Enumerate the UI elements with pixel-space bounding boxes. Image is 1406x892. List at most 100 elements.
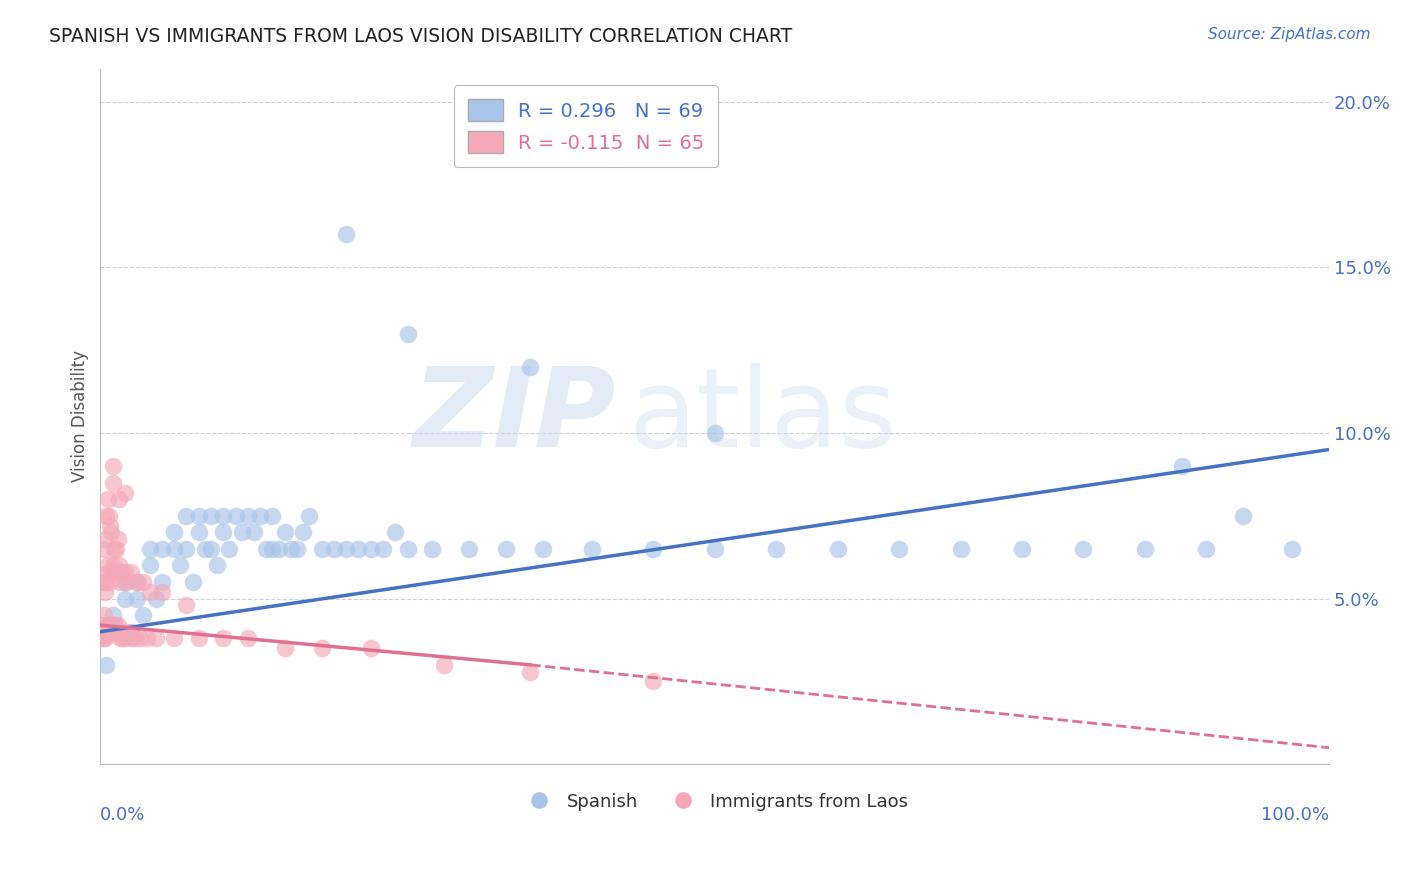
Point <box>225 508 247 523</box>
Text: SPANISH VS IMMIGRANTS FROM LAOS VISION DISABILITY CORRELATION CHART: SPANISH VS IMMIGRANTS FROM LAOS VISION D… <box>49 27 793 45</box>
Point <box>236 632 259 646</box>
Point <box>163 525 186 540</box>
Point <box>212 632 235 646</box>
Point <box>120 632 142 646</box>
Point <box>97 618 120 632</box>
Point <box>114 591 136 606</box>
Point <box>703 541 725 556</box>
Point <box>298 508 321 523</box>
Point <box>396 326 419 341</box>
Point <box>101 618 124 632</box>
Legend: Spanish, Immigrants from Laos: Spanish, Immigrants from Laos <box>515 786 915 818</box>
Point <box>108 632 131 646</box>
Point <box>101 608 124 623</box>
Point <box>519 665 541 679</box>
Point <box>273 525 295 540</box>
Point <box>98 575 121 590</box>
Point <box>218 541 240 556</box>
Point <box>120 624 142 639</box>
Point <box>114 565 136 579</box>
Point <box>97 565 120 579</box>
Point <box>262 508 284 523</box>
Point <box>96 575 118 590</box>
Point <box>433 657 456 672</box>
Point <box>108 575 131 590</box>
Point <box>117 575 139 590</box>
Point <box>124 632 146 646</box>
Point <box>176 508 198 523</box>
Point <box>360 641 382 656</box>
Point <box>132 608 155 623</box>
Point <box>91 618 114 632</box>
Point <box>93 541 115 556</box>
Point <box>93 632 115 646</box>
Point <box>187 525 209 540</box>
Point <box>97 492 120 507</box>
Point <box>396 541 419 556</box>
Point <box>1281 541 1303 556</box>
Point <box>1195 541 1218 556</box>
Point <box>371 541 394 556</box>
Point <box>105 624 128 639</box>
Point <box>107 492 129 507</box>
Point <box>150 585 173 599</box>
Point <box>94 632 117 646</box>
Point <box>643 674 665 689</box>
Point <box>458 541 481 556</box>
Point <box>1073 541 1095 556</box>
Point <box>212 508 235 523</box>
Point <box>322 541 344 556</box>
Point <box>138 558 160 573</box>
Point <box>98 624 121 639</box>
Text: 0.0%: 0.0% <box>100 806 146 824</box>
Point <box>311 541 333 556</box>
Point <box>127 575 149 590</box>
Point <box>94 585 117 599</box>
Point <box>100 525 122 540</box>
Point <box>311 641 333 656</box>
Point <box>163 541 186 556</box>
Point <box>292 525 315 540</box>
Point <box>176 541 198 556</box>
Point <box>1133 541 1156 556</box>
Point <box>280 541 302 556</box>
Point <box>360 541 382 556</box>
Point <box>96 657 118 672</box>
Point <box>765 541 787 556</box>
Point <box>581 541 603 556</box>
Point <box>120 565 142 579</box>
Y-axis label: Vision Disability: Vision Disability <box>72 351 89 483</box>
Point <box>100 624 122 639</box>
Text: atlas: atlas <box>628 363 897 470</box>
Point <box>103 541 125 556</box>
Point <box>703 425 725 440</box>
Point <box>495 541 517 556</box>
Point <box>1011 541 1033 556</box>
Point <box>127 575 149 590</box>
Point <box>145 591 167 606</box>
Point <box>531 541 554 556</box>
Point <box>384 525 406 540</box>
Point <box>107 558 129 573</box>
Point <box>335 227 357 242</box>
Point <box>103 618 125 632</box>
Point <box>101 459 124 474</box>
Point <box>114 575 136 590</box>
Point <box>138 585 160 599</box>
Point <box>187 508 209 523</box>
Point <box>169 558 191 573</box>
Point <box>285 541 308 556</box>
Point <box>138 541 160 556</box>
Point <box>187 632 209 646</box>
Point <box>93 608 115 623</box>
Point <box>114 632 136 646</box>
Point <box>212 525 235 540</box>
Point <box>97 618 120 632</box>
Point <box>101 558 124 573</box>
Point <box>236 508 259 523</box>
Point <box>132 575 155 590</box>
Point <box>1170 459 1192 474</box>
Point <box>150 541 173 556</box>
Point <box>107 618 129 632</box>
Point <box>827 541 849 556</box>
